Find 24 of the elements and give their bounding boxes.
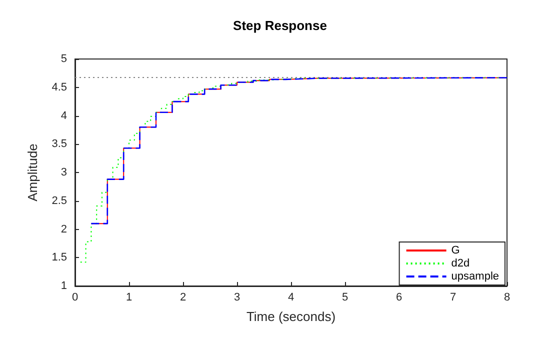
- y-tick-label: 1: [60, 280, 67, 292]
- y-tick-label: 1.5: [52, 252, 67, 264]
- x-tick-label: 4: [288, 292, 294, 304]
- x-tick-label: 1: [126, 292, 132, 304]
- x-tick-label: 5: [342, 292, 348, 304]
- y-tick-label: 3: [60, 166, 67, 178]
- legend-label: upsample: [451, 270, 500, 282]
- y-tick-label: 4.5: [52, 81, 67, 94]
- x-tick-label: 3: [234, 292, 240, 304]
- x-tick-label: 0: [72, 292, 78, 304]
- y-tick-label: 5: [60, 53, 67, 65]
- x-tick-label: 6: [396, 292, 402, 304]
- x-tick-label: 7: [450, 292, 456, 304]
- legend-label: d2d: [451, 258, 470, 270]
- y-tick-label: 2: [60, 223, 67, 236]
- y-axis-title: Amplitude: [25, 144, 40, 202]
- x-axis-title: Time (seconds): [246, 309, 336, 324]
- y-tick-label: 2.5: [52, 194, 67, 207]
- x-tick-label: 8: [504, 292, 510, 304]
- y-tick-label: 3.5: [52, 138, 67, 150]
- chart-title: Step Response: [233, 18, 327, 33]
- x-tick-label: 2: [180, 292, 186, 304]
- y-tick-label: 4: [60, 110, 67, 122]
- legend-label: G: [451, 244, 460, 256]
